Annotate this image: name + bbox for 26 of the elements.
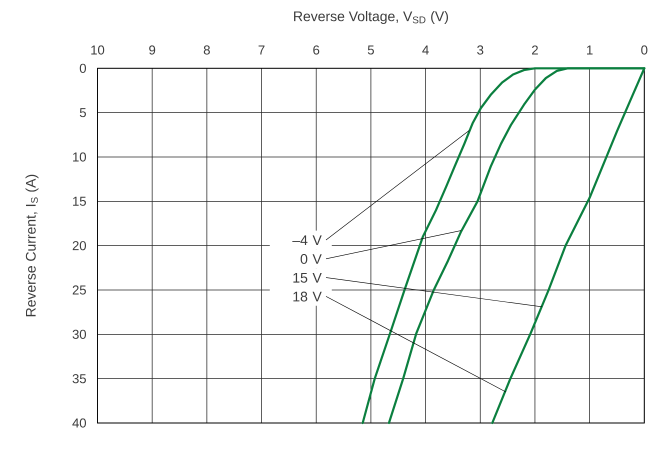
y-tick-label: 15 [73, 196, 86, 206]
annotation: 18 V [293, 292, 322, 302]
y-axis-title: Reverse Current, I$_{S}$ (A) [25, 174, 38, 316]
x-tick-label: 4 [422, 46, 429, 54]
x-tick-label: 7 [258, 46, 264, 54]
annotation: 0 V [300, 254, 322, 264]
y-tick-label: 40 [72, 418, 86, 428]
x-tick-label: 5 [368, 45, 374, 55]
x-tick-label: 8 [204, 45, 210, 55]
annotation: –4 V [292, 235, 322, 246]
y-tick-label: 25 [72, 285, 86, 295]
y-tick-label: 5 [80, 108, 86, 118]
x-axis-title: Reverse Voltage, V$_{SD}$ (V) [294, 11, 448, 24]
x-tick-label: 9 [149, 45, 156, 55]
y-tick-label: 35 [72, 374, 86, 384]
y-tick-label: 30 [72, 330, 86, 339]
x-tick-label: 2 [532, 45, 538, 55]
y-tick-label: 10 [73, 152, 86, 162]
x-tick-label: 1 [587, 46, 593, 54]
x-tick-label: 3 [477, 45, 484, 55]
x-tick-label: 6 [313, 45, 320, 55]
annotation: 15 V [293, 273, 322, 283]
x-tick-label: 10 [91, 45, 104, 55]
y-tick-label: 0 [80, 64, 86, 73]
y-tick-label: 20 [72, 241, 86, 250]
x-tick-label: 0 [641, 45, 648, 55]
